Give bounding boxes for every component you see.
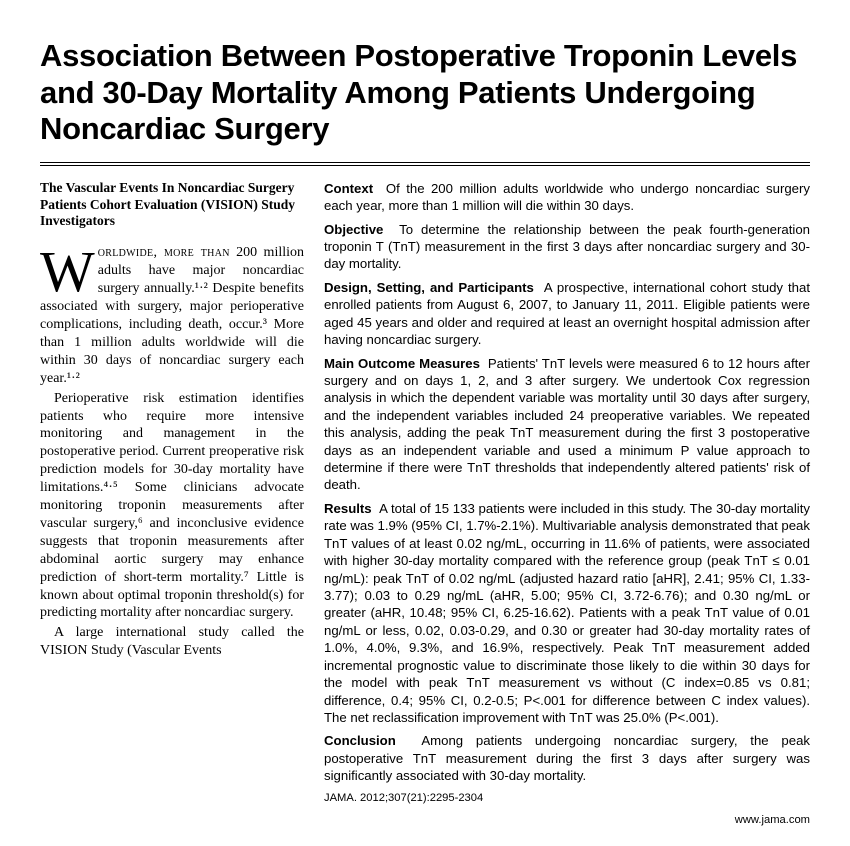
horizontal-rule: [40, 162, 810, 166]
abstract-design: Design, Setting, and Participants A pros…: [324, 279, 810, 349]
objective-heading: Objective: [324, 222, 383, 237]
conclusion-text: Among patients undergoing noncardiac sur…: [324, 733, 810, 783]
abstract-context: Context Of the 200 million adults worldw…: [324, 180, 810, 215]
body-paragraph-1: Worldwide, more than 200 million adults …: [40, 244, 304, 387]
footer-url: www.jama.com: [324, 813, 810, 828]
body-paragraph-3: A large international study called the V…: [40, 624, 304, 660]
abstract-objective: Objective To determine the relationship …: [324, 221, 810, 273]
body-paragraph-2: Perioperative risk estimation identifies…: [40, 390, 304, 623]
conclusion-heading: Conclusion: [324, 733, 396, 748]
main-outcome-text: Patients' TnT levels were measured 6 to …: [324, 356, 810, 493]
smallcaps-lead: orldwide, more than: [98, 245, 230, 260]
abstract-column: Context Of the 200 million adults worldw…: [324, 180, 810, 828]
byline: The Vascular Events In Noncardiac Surger…: [40, 180, 304, 231]
context-heading: Context: [324, 181, 373, 196]
abstract-main-outcome: Main Outcome Measures Patients' TnT leve…: [324, 355, 810, 494]
left-column: The Vascular Events In Noncardiac Surger…: [40, 180, 304, 828]
results-text: A total of 15 133 patients were included…: [324, 501, 810, 725]
context-text: Of the 200 million adults worldwide who …: [324, 181, 810, 213]
objective-text: To determine the relationship between th…: [324, 222, 810, 272]
abstract-conclusion: Conclusion Among patients undergoing non…: [324, 732, 810, 784]
main-outcome-heading: Main Outcome Measures: [324, 356, 480, 371]
article-title: Association Between Postoperative Tropon…: [40, 38, 810, 148]
dropcap-letter: W: [40, 244, 98, 296]
journal-citation: JAMA. 2012;307(21):2295-2304: [324, 791, 810, 806]
content-columns: The Vascular Events In Noncardiac Surger…: [40, 180, 810, 828]
results-heading: Results: [324, 501, 372, 516]
abstract-results: Results A total of 15 133 patients were …: [324, 500, 810, 726]
design-heading: Design, Setting, and Participants: [324, 280, 534, 295]
